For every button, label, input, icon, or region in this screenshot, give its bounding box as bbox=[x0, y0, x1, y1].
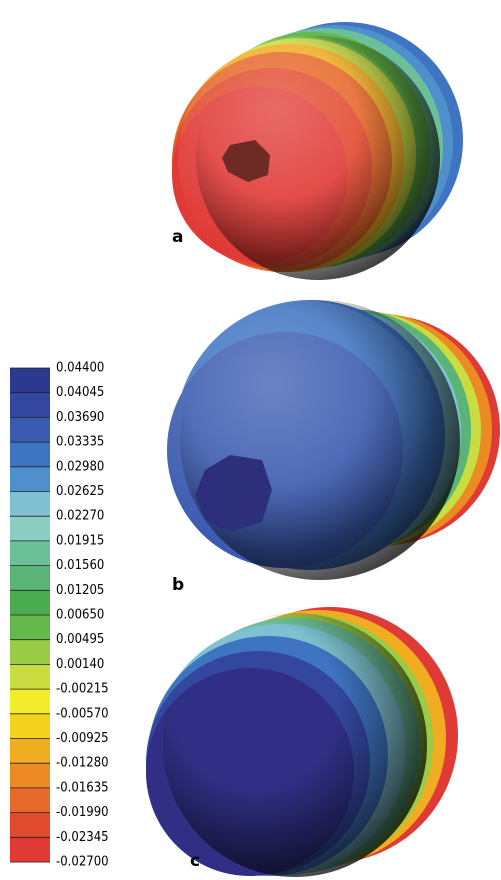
colorbar-segment bbox=[10, 442, 50, 467]
sphere-a bbox=[172, 22, 463, 280]
colorbar-segment bbox=[10, 714, 50, 739]
colorbar-segment bbox=[10, 541, 50, 566]
colorbar-segment bbox=[10, 516, 50, 541]
colorbar-label: 0.01205 bbox=[56, 583, 104, 598]
colorbar-label: 0.02980 bbox=[56, 459, 104, 474]
colorbar-segment bbox=[10, 590, 50, 615]
colorbar-label: 0.03690 bbox=[56, 410, 104, 425]
panel-label: c bbox=[190, 851, 200, 871]
colorbar-segment bbox=[10, 837, 50, 862]
colorbar-segment bbox=[10, 566, 50, 591]
panel-label: a bbox=[172, 227, 183, 247]
colorbar-label: 0.02270 bbox=[56, 509, 104, 524]
colorbar-segment bbox=[10, 467, 50, 492]
colorbar-segment bbox=[10, 813, 50, 838]
figure: a b c 0.04400 0.04045 0.03690 0.03335 0.0298… bbox=[0, 0, 501, 880]
colorbar-segment bbox=[10, 788, 50, 813]
sphere-c bbox=[146, 607, 458, 877]
colorbar-segment bbox=[10, 640, 50, 665]
colorbar-segment bbox=[10, 689, 50, 714]
colorbar-segment bbox=[10, 763, 50, 788]
colorbar-label: -0.01990 bbox=[56, 805, 109, 820]
colorbar-label: 0.04045 bbox=[56, 385, 104, 400]
colorbar: 0.04400 0.04045 0.03690 0.03335 0.02980 0.026… bbox=[10, 361, 109, 870]
colorbar-label: 0.03335 bbox=[56, 435, 104, 450]
colorbar-label: -0.01280 bbox=[56, 756, 109, 771]
colorbar-segment bbox=[10, 739, 50, 764]
colorbar-segment bbox=[10, 368, 50, 393]
colorbar-label: -0.00215 bbox=[56, 682, 109, 697]
colorbar-segment bbox=[10, 615, 50, 640]
colorbar-label: -0.02700 bbox=[56, 855, 109, 870]
colorbar-label: -0.00925 bbox=[56, 731, 109, 746]
colorbar-label: 0.02625 bbox=[56, 484, 104, 499]
colorbar-label: 0.00140 bbox=[56, 657, 104, 672]
panel-label: b bbox=[172, 575, 184, 595]
colorbar-label: 0.01915 bbox=[56, 533, 104, 548]
colorbar-label: -0.01635 bbox=[56, 780, 109, 795]
colorbar-label: 0.04400 bbox=[56, 361, 104, 376]
colorbar-segment bbox=[10, 393, 50, 418]
sphere-b bbox=[160, 300, 500, 580]
colorbar-label: 0.00495 bbox=[56, 632, 104, 647]
colorbar-segment bbox=[10, 417, 50, 442]
colorbar-label: 0.00650 bbox=[56, 608, 104, 623]
colorbar-segment bbox=[10, 664, 50, 689]
colorbar-segment bbox=[10, 492, 50, 517]
colorbar-label: -0.02345 bbox=[56, 830, 109, 845]
colorbar-label: 0.01560 bbox=[56, 558, 104, 573]
colorbar-label: -0.00570 bbox=[56, 706, 109, 721]
